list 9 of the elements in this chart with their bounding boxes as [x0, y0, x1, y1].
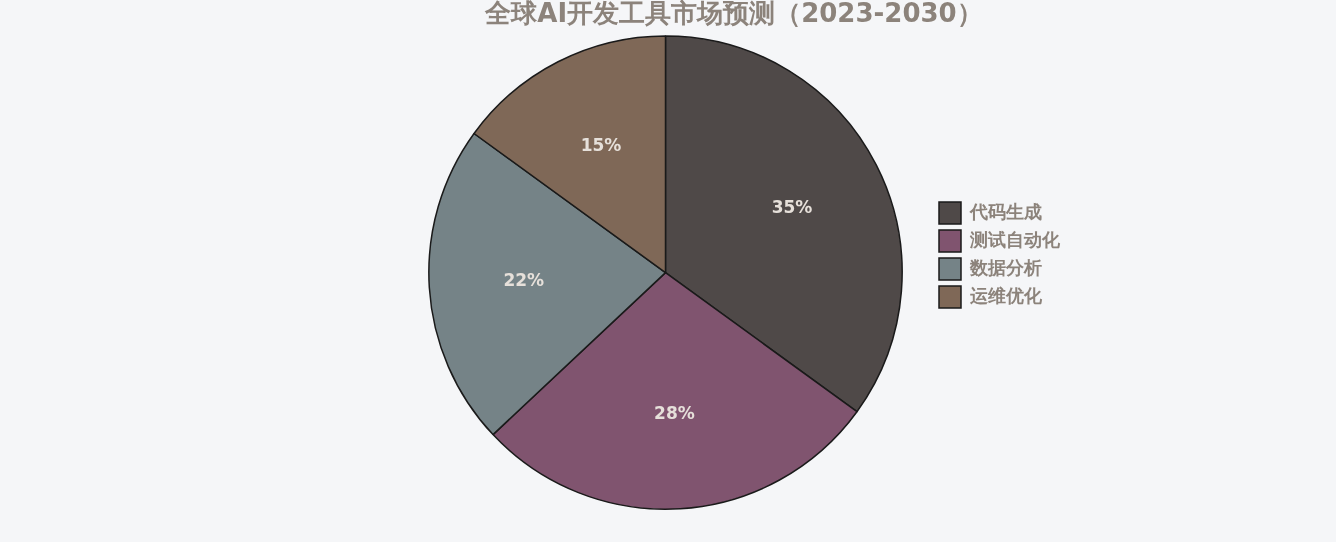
- legend-label: 代码生成: [969, 200, 1042, 222]
- data-label: 28%: [654, 402, 695, 423]
- data-label: 22%: [503, 269, 545, 290]
- legend-label: 数据分析: [969, 256, 1042, 278]
- legend-label: 运维优化: [969, 284, 1043, 306]
- legend-label: 测试自动化: [969, 228, 1061, 250]
- chart-title: 全球AI开发工具市场预测（2023-2030）: [484, 0, 983, 29]
- data-label: 35%: [771, 196, 813, 217]
- data-label: 15%: [580, 134, 622, 155]
